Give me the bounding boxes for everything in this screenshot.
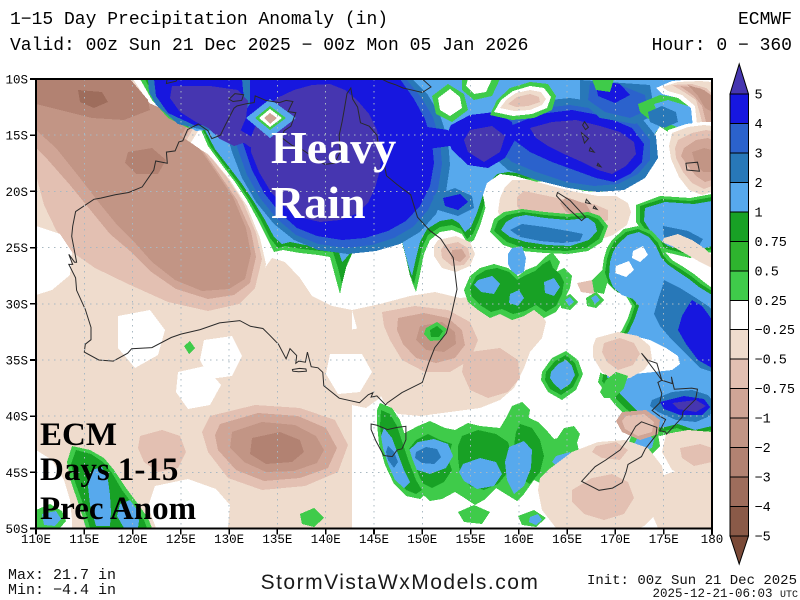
svg-text:−2: −2	[755, 442, 771, 457]
svg-text:160E: 160E	[504, 533, 534, 547]
svg-text:−0.75: −0.75	[755, 383, 796, 398]
svg-text:ECMWF: ECMWF	[738, 10, 792, 30]
svg-text:135E: 135E	[262, 533, 292, 547]
svg-text:170E: 170E	[600, 533, 630, 547]
svg-text:Heavy: Heavy	[271, 122, 396, 173]
svg-text:120E: 120E	[118, 533, 148, 547]
svg-text:10S: 10S	[5, 74, 28, 88]
svg-text:155E: 155E	[456, 533, 486, 547]
svg-text:3: 3	[755, 147, 763, 162]
svg-text:Days 1-15: Days 1-15	[40, 452, 178, 488]
svg-text:115E: 115E	[69, 533, 99, 547]
svg-text:20S: 20S	[5, 186, 28, 200]
svg-text:175E: 175E	[649, 533, 679, 547]
svg-text:4: 4	[755, 118, 763, 133]
svg-text:35S: 35S	[5, 355, 28, 369]
svg-text:150E: 150E	[407, 533, 437, 547]
svg-text:−0.5: −0.5	[755, 354, 787, 369]
svg-text:180: 180	[701, 533, 724, 547]
svg-text:15S: 15S	[5, 130, 28, 144]
svg-text:0.75: 0.75	[755, 236, 787, 251]
svg-text:−0.25: −0.25	[755, 324, 796, 339]
svg-text:−1: −1	[755, 413, 771, 428]
svg-text:2025-12-21-06:03 UTC: 2025-12-21-06:03 UTC	[652, 587, 798, 600]
svg-text:40S: 40S	[5, 411, 28, 425]
svg-text:2: 2	[755, 177, 763, 192]
svg-text:130E: 130E	[214, 533, 244, 547]
svg-text:1: 1	[755, 206, 763, 221]
svg-text:Valid: 00z Sun 21 Dec 2025 − 0: Valid: 00z Sun 21 Dec 2025 − 00z Mon 05 …	[10, 36, 528, 56]
svg-text:−3: −3	[755, 472, 771, 487]
svg-text:0.25: 0.25	[755, 295, 787, 310]
svg-text:Rain: Rain	[271, 177, 366, 228]
svg-text:140E: 140E	[311, 533, 341, 547]
svg-text:StormVistaWxModels.com: StormVistaWxModels.com	[261, 571, 540, 594]
svg-text:45S: 45S	[5, 467, 28, 481]
svg-text:Hour: 0 − 360: Hour: 0 − 360	[652, 36, 792, 56]
svg-text:−4: −4	[755, 501, 771, 516]
svg-text:30S: 30S	[5, 298, 28, 312]
svg-text:110E: 110E	[21, 533, 51, 547]
svg-text:Init: 00z Sun 21 Dec 2025: Init: 00z Sun 21 Dec 2025	[587, 573, 797, 589]
svg-text:Prec Anom: Prec Anom	[40, 491, 196, 527]
svg-text:145E: 145E	[359, 533, 389, 547]
svg-text:25S: 25S	[5, 242, 28, 256]
svg-text:0.5: 0.5	[755, 265, 779, 280]
svg-text:Max: 21.7 in: Max: 21.7 in	[8, 567, 116, 584]
svg-text:Min: −4.4 in: Min: −4.4 in	[8, 582, 116, 599]
svg-text:5: 5	[755, 89, 763, 104]
svg-text:50S: 50S	[5, 523, 28, 537]
svg-text:165E: 165E	[552, 533, 582, 547]
svg-text:−5: −5	[755, 531, 771, 546]
svg-text:125E: 125E	[166, 533, 196, 547]
svg-text:1−15 Day Precipitation Anomaly: 1−15 Day Precipitation Anomaly (in)	[10, 10, 388, 30]
svg-text:ECM: ECM	[40, 417, 117, 453]
